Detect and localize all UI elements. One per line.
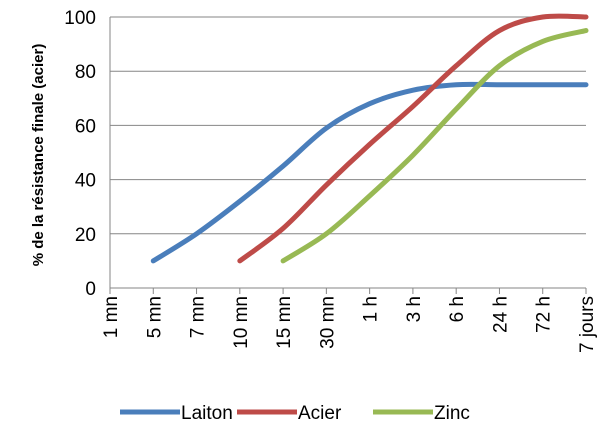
x-tick-label: 5 mn bbox=[144, 296, 165, 338]
y-axis-label: % de la résistance finale (acier) bbox=[30, 44, 47, 267]
legend-label: Acier bbox=[298, 403, 342, 424]
y-tick-label: 0 bbox=[85, 279, 96, 300]
x-tick-label: 30 mn bbox=[317, 296, 338, 349]
x-tick-label: 3 h bbox=[404, 296, 425, 322]
legend-label: Laiton bbox=[181, 403, 233, 424]
series-line-laiton bbox=[150, 81, 589, 264]
legend: Laiton Acier Zinc bbox=[120, 403, 470, 424]
y-tick-label: 20 bbox=[75, 225, 96, 246]
series-line-acier bbox=[237, 13, 589, 264]
x-tick-label: 10 mn bbox=[231, 296, 252, 349]
y-axis-ticks: 0 20 40 60 80 100 bbox=[64, 8, 96, 300]
y-tick-label: 40 bbox=[75, 171, 96, 192]
y-tick-label: 60 bbox=[75, 116, 96, 137]
legend-label: Zinc bbox=[434, 403, 470, 424]
y-tick-label: 100 bbox=[64, 8, 96, 29]
y-tick-label: 80 bbox=[75, 62, 96, 83]
x-tick-label: 7 jours bbox=[577, 296, 598, 353]
x-tick-label: 24 h bbox=[490, 296, 511, 333]
x-axis-ticks: 1 mn 5 mn 7 mn 10 mn 15 mn 30 mn 1 h 3 h 6 h 24 h… bbox=[101, 288, 598, 353]
series-lines bbox=[150, 13, 589, 264]
x-tick-label: 1 mn bbox=[101, 296, 122, 338]
x-tick-label: 1 h bbox=[361, 296, 382, 322]
x-tick-label: 15 mn bbox=[274, 296, 295, 349]
x-tick-label: 7 mn bbox=[188, 296, 209, 338]
x-tick-label: 6 h bbox=[447, 296, 468, 322]
series-line-zinc bbox=[280, 28, 589, 264]
gridlines bbox=[109, 16, 586, 289]
x-tick-label: 72 h bbox=[534, 296, 555, 333]
